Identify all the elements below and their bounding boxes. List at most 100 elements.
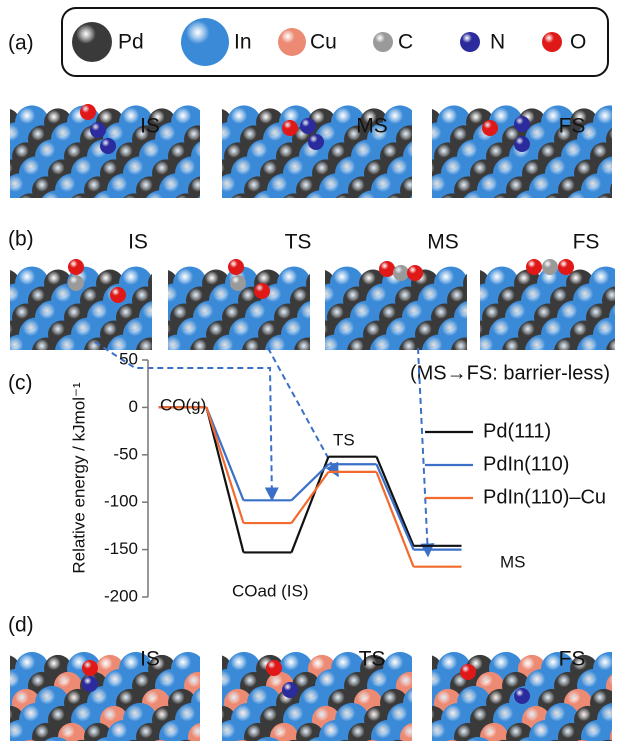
structure-image xyxy=(0,255,200,383)
atom xyxy=(222,719,249,741)
atom xyxy=(265,334,299,350)
energy-connector xyxy=(205,407,245,524)
atom xyxy=(301,352,335,386)
atom xyxy=(136,722,164,741)
adsorbate-atom xyxy=(68,259,84,275)
adsorbate-atom xyxy=(100,138,116,154)
structure-image xyxy=(222,90,412,198)
legend-atom xyxy=(373,32,393,52)
atom xyxy=(545,193,567,198)
atom xyxy=(347,337,375,350)
atom xyxy=(558,722,586,741)
adsorbate-atom xyxy=(460,664,476,680)
atom xyxy=(270,722,298,741)
atom xyxy=(330,355,358,383)
atom xyxy=(525,334,559,350)
atom xyxy=(581,173,612,198)
atom xyxy=(432,719,459,741)
atom xyxy=(606,338,615,350)
adsorbate-atom xyxy=(82,676,98,692)
panel-label: (a) xyxy=(8,32,34,55)
atom xyxy=(107,173,141,198)
atom xyxy=(123,193,145,198)
atom xyxy=(610,729,612,741)
atom xyxy=(422,334,456,350)
legend-atom xyxy=(278,28,306,56)
atom xyxy=(294,337,310,350)
image-label: MS xyxy=(427,231,459,254)
atom xyxy=(10,173,37,198)
structure-image xyxy=(325,255,467,350)
structure-image xyxy=(168,255,410,386)
atom xyxy=(10,737,16,741)
atom xyxy=(136,337,152,350)
energy-connector xyxy=(290,463,330,502)
atom xyxy=(93,190,123,198)
atom xyxy=(172,355,200,383)
adsorbate-atom xyxy=(300,118,316,134)
adsorbate-atom xyxy=(542,259,558,275)
structure-image xyxy=(480,255,615,350)
legend-label: N xyxy=(490,31,505,54)
atom xyxy=(267,173,301,198)
adsorbate-atom xyxy=(254,283,270,299)
atom xyxy=(0,338,8,366)
atom xyxy=(466,736,490,741)
atom xyxy=(19,193,41,198)
atom xyxy=(32,337,60,350)
atom xyxy=(213,334,247,350)
atom xyxy=(506,722,534,741)
atom xyxy=(244,722,272,741)
energy-connector xyxy=(375,456,415,547)
energy-connector xyxy=(290,471,330,524)
atom xyxy=(0,287,4,315)
atom xyxy=(0,723,8,741)
state-label: COad (IS) xyxy=(232,581,309,600)
y-tick-label: -150 xyxy=(104,539,138,558)
legend-atom xyxy=(72,22,112,62)
atom xyxy=(44,736,68,741)
atom xyxy=(278,355,306,383)
atom xyxy=(581,719,612,741)
structure-image xyxy=(432,638,618,741)
atom xyxy=(432,737,438,741)
atom xyxy=(409,195,412,198)
panel-label: (c) xyxy=(8,372,33,395)
atom xyxy=(222,191,231,198)
atom xyxy=(451,337,467,350)
image-label: IS xyxy=(140,648,160,671)
atom xyxy=(371,173,405,198)
atom xyxy=(10,191,19,198)
atom xyxy=(256,736,280,741)
legend-label: C xyxy=(398,31,413,54)
atom xyxy=(253,190,283,198)
atom xyxy=(222,737,228,741)
legend-atom xyxy=(460,32,480,52)
image-label: FS xyxy=(573,231,600,254)
atom xyxy=(371,719,405,741)
adsorbate-atom xyxy=(68,275,84,291)
atom xyxy=(10,719,37,741)
atom xyxy=(382,355,410,383)
structures xyxy=(0,90,618,741)
image-label: TS xyxy=(285,231,312,254)
state-label: CO(g) xyxy=(160,395,206,414)
adsorbate-atom xyxy=(514,136,530,152)
atom xyxy=(84,722,112,741)
atom xyxy=(168,334,195,350)
legend-label: Cu xyxy=(310,31,337,54)
structure-image xyxy=(10,90,200,198)
atom xyxy=(335,193,357,198)
legend-label: PdIn(110)–Cu xyxy=(483,486,606,508)
atom xyxy=(249,352,283,386)
state-label: MS xyxy=(500,552,526,571)
atom xyxy=(68,355,96,383)
atom xyxy=(242,337,270,350)
adsorbate-atom xyxy=(282,682,298,698)
atom xyxy=(296,722,324,741)
atom xyxy=(188,723,200,741)
atom xyxy=(477,173,511,198)
atom xyxy=(613,686,618,720)
atom xyxy=(107,334,141,350)
adsorbate-atom xyxy=(407,265,423,281)
